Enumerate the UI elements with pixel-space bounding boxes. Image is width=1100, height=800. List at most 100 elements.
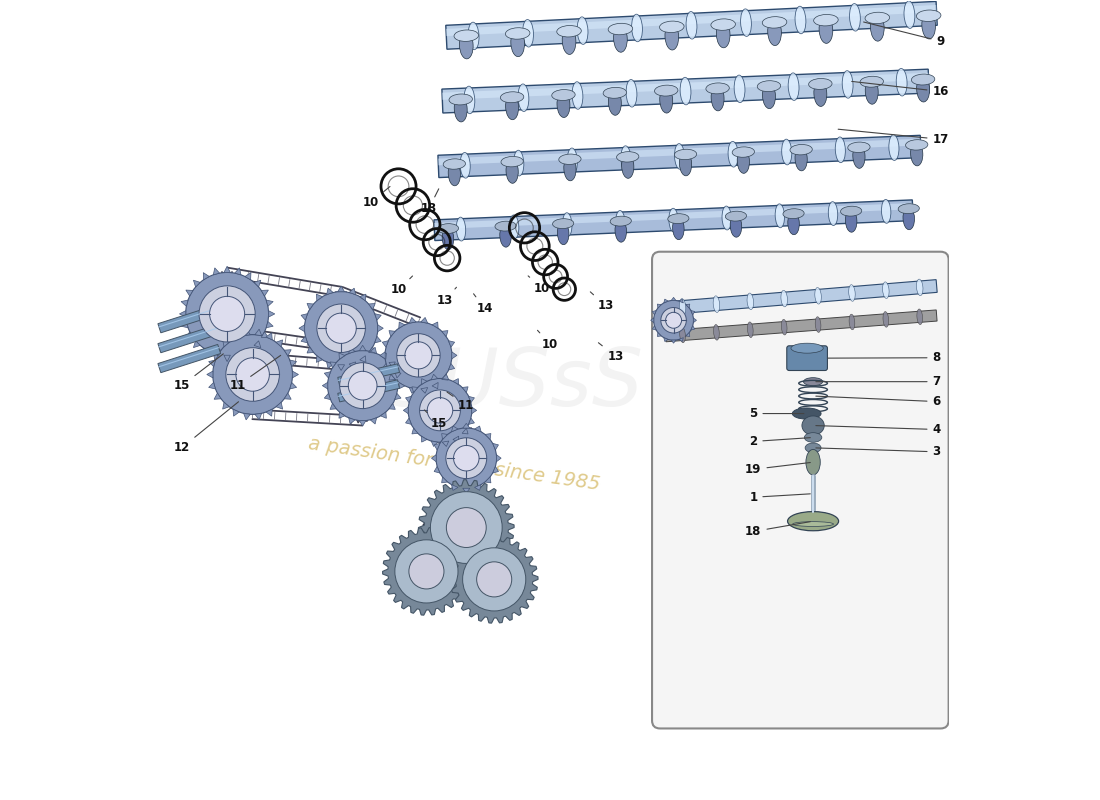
Polygon shape [338,365,344,370]
Polygon shape [463,423,470,428]
Polygon shape [442,374,448,380]
Polygon shape [349,347,355,354]
Polygon shape [377,325,383,332]
Ellipse shape [564,157,576,181]
Ellipse shape [768,18,781,46]
Ellipse shape [469,22,478,50]
Polygon shape [245,348,251,355]
Polygon shape [289,382,297,389]
Ellipse shape [454,30,478,42]
Polygon shape [379,352,385,359]
Ellipse shape [748,322,754,338]
Polygon shape [399,322,405,328]
Text: 14: 14 [474,294,493,315]
Ellipse shape [674,144,684,170]
Text: a passion for parts since 1985: a passion for parts since 1985 [307,434,602,494]
Polygon shape [327,288,333,294]
Polygon shape [469,396,474,402]
Ellipse shape [454,96,467,122]
Ellipse shape [733,147,755,158]
Polygon shape [182,322,188,328]
Ellipse shape [711,85,724,111]
Circle shape [430,492,503,563]
Polygon shape [432,322,438,328]
Polygon shape [442,374,449,380]
Ellipse shape [499,224,512,247]
Polygon shape [446,2,937,50]
Ellipse shape [674,150,696,160]
Text: 5: 5 [749,407,804,420]
Polygon shape [431,441,438,446]
Polygon shape [446,5,936,36]
Polygon shape [213,353,220,360]
Circle shape [340,362,386,409]
Polygon shape [214,393,221,399]
Polygon shape [434,200,913,241]
Polygon shape [663,338,668,342]
Ellipse shape [608,23,632,34]
Polygon shape [493,466,498,473]
Polygon shape [209,382,216,389]
Circle shape [305,291,377,365]
Ellipse shape [631,14,642,42]
Ellipse shape [562,213,572,237]
Polygon shape [349,418,355,424]
Ellipse shape [552,90,575,101]
Polygon shape [442,477,448,483]
Polygon shape [658,304,661,308]
Ellipse shape [815,287,822,304]
Text: 16: 16 [851,82,949,98]
Polygon shape [434,443,440,450]
Polygon shape [324,372,330,378]
Polygon shape [485,477,491,483]
Polygon shape [493,443,498,450]
Ellipse shape [660,21,684,33]
Ellipse shape [790,145,812,155]
Ellipse shape [806,450,821,475]
Circle shape [453,446,478,471]
Polygon shape [222,340,229,346]
Circle shape [326,313,356,343]
Ellipse shape [510,30,525,57]
Ellipse shape [464,86,475,114]
Polygon shape [182,300,188,306]
Ellipse shape [805,443,821,453]
Ellipse shape [500,157,524,167]
Ellipse shape [828,202,838,226]
Ellipse shape [438,224,459,234]
Ellipse shape [911,142,923,166]
Ellipse shape [552,218,574,229]
Polygon shape [371,418,376,424]
Ellipse shape [883,311,889,327]
Polygon shape [266,409,272,416]
Polygon shape [301,336,308,343]
Ellipse shape [840,206,861,216]
Polygon shape [666,310,937,342]
Ellipse shape [762,83,776,109]
Ellipse shape [505,28,530,39]
Ellipse shape [852,144,865,168]
Ellipse shape [776,204,784,228]
Ellipse shape [506,159,518,183]
Polygon shape [453,436,459,442]
Circle shape [199,286,255,342]
Polygon shape [679,299,683,303]
Polygon shape [330,403,337,410]
Ellipse shape [916,279,923,296]
Polygon shape [262,290,268,296]
Ellipse shape [620,146,631,171]
Text: 10: 10 [528,276,550,295]
Ellipse shape [660,87,673,113]
Polygon shape [234,353,241,360]
Polygon shape [389,403,395,410]
Text: 10: 10 [390,276,412,297]
Polygon shape [262,332,268,338]
Ellipse shape [870,14,884,41]
Ellipse shape [654,85,678,96]
Polygon shape [194,341,200,348]
Polygon shape [293,371,298,378]
Ellipse shape [686,11,697,39]
Ellipse shape [802,416,824,435]
Polygon shape [204,348,209,355]
Polygon shape [204,273,209,280]
